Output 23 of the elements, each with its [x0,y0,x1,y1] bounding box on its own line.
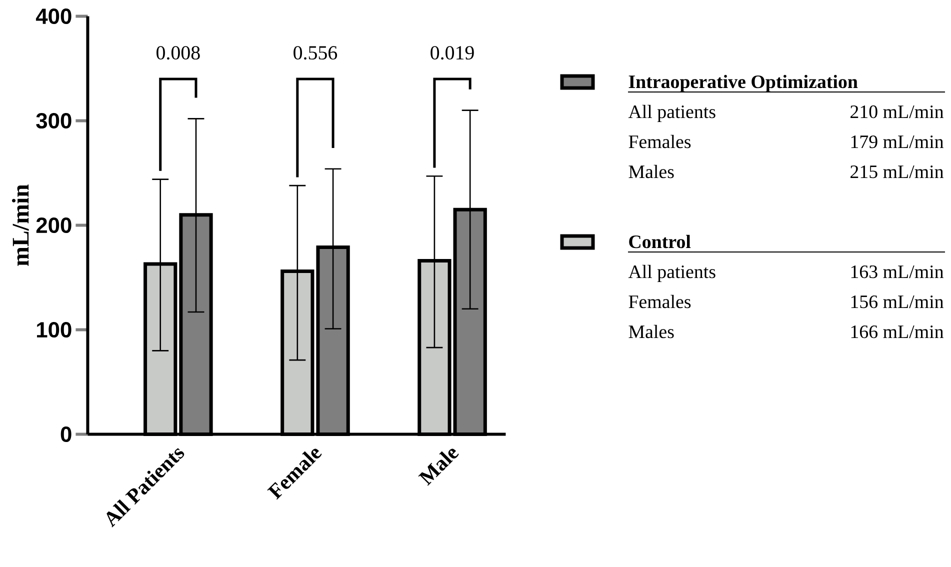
y-axis-title: mL/min [12,184,29,266]
text: 166 mL/min [851,325,944,338]
text: 163 mL/min [851,265,944,278]
legend-label: Intraoperative Optimization [628,74,858,92]
text: Males [628,324,674,338]
text: All patients [628,104,716,122]
text: 215 mL/min [850,165,944,178]
text: 156 mL/min [851,295,944,308]
text: Females [628,294,691,308]
y-tick-label: 300 [36,112,72,129]
annotation: 0.556 [294,46,338,60]
annotation: 0.019 [430,46,474,60]
text: 179 mL/min [851,135,944,148]
y-tick-label: 200 [36,218,72,234]
y-tick-label: 400 [36,8,72,24]
y-tick-label: 0 [60,426,72,442]
y-tick-label: 100 [37,322,72,338]
text: 210 mL/min [850,105,944,118]
annotation: 0.008 [156,46,200,60]
legend-label: Control [629,234,691,248]
text: All patients [628,264,716,282]
text: Males [628,164,674,178]
text: Females [628,134,691,148]
